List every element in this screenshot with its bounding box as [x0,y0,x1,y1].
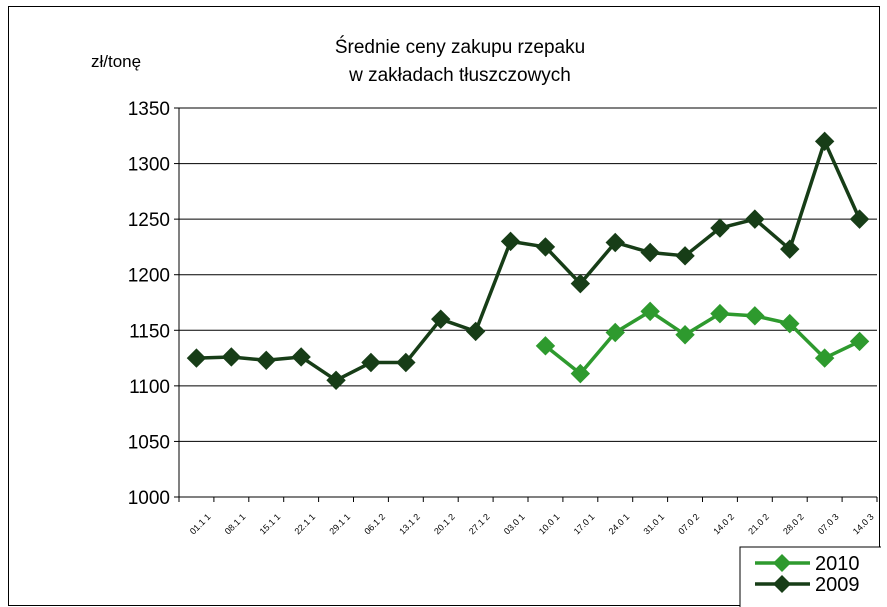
legend-box [739,546,881,607]
gridlines [179,107,877,442]
y-tick-label: 1100 [129,377,170,398]
y-tick-label: 1150 [129,321,170,342]
y-axis-unit-label: zł/tonę [91,52,141,71]
series-line-2009 [196,139,862,383]
series-line-2010 [544,309,861,376]
axes [174,107,878,502]
x-tick-label: 14.0 3 [851,512,876,537]
data-point-2010 [745,306,765,326]
x-tick-label: 27.1 2 [467,512,492,537]
data-point-2009 [221,347,242,367]
x-tick-label: 17.0 1 [572,512,597,537]
line-chart: Średnie ceny zakupu rzepaku w zakładach … [91,36,881,607]
y-tick-label: 1300 [128,155,170,176]
data-point-2010 [675,325,695,345]
data-point-2009 [570,273,591,294]
series-lines [186,131,870,391]
x-tick-label: 14.0 2 [711,512,736,537]
data-point-2010 [814,348,835,368]
y-tick-label: 1250 [128,210,170,231]
data-point-2010 [570,363,591,384]
data-point-2010 [605,322,625,343]
data-point-2009 [780,239,800,259]
legend-label-2009: 2009 [815,574,860,596]
data-point-2009 [326,370,346,391]
chart-title-line-1: Średnie ceny zakupu rzepaku [335,36,585,58]
x-tick-label: 15.1 1 [258,512,283,537]
x-tick-label: 29.1 1 [327,512,352,537]
y-tick-label: 1200 [128,266,170,287]
data-point-2009 [186,348,207,368]
data-point-2009 [814,131,835,152]
x-tick-label: 07.0 3 [816,512,841,537]
data-point-2009 [291,347,311,367]
data-point-2009 [361,352,381,373]
legend-label-2010: 2010 [815,553,860,575]
legend-marker-2010 [773,554,791,572]
data-point-2010 [780,313,800,334]
y-tick-labels: 1000 1050 1100 1150 1200 1250 1300 1350 [128,99,170,509]
data-point-2009 [500,231,521,252]
chart-title-line-2: w zakładach tłuszczowych [348,65,571,86]
x-tick-label: 06.1 2 [362,512,387,537]
data-point-2009 [535,237,556,257]
data-point-2010 [640,301,660,322]
y-tick-label: 1050 [128,432,170,453]
x-tick-label: 21.0 2 [746,512,771,537]
y-tick-label: 1000 [128,488,170,509]
x-tick-label: 13.1 2 [397,512,422,537]
y-tick-label: 1350 [128,99,170,120]
data-point-2009 [849,209,870,229]
x-tick-label: 01.1 1 [188,512,213,537]
x-tick-label: 24.0 1 [607,512,632,537]
data-point-2010 [535,336,556,356]
x-tick-label: 10.0 1 [537,512,562,537]
x-tick-label: 08.1 1 [223,512,248,537]
data-point-2010 [710,303,730,324]
data-point-2009 [256,350,276,371]
data-point-2009 [605,232,625,253]
x-tick-label: 20.1 2 [432,512,457,537]
chart-frame: Średnie ceny zakupu rzepaku w zakładach … [8,6,881,607]
data-point-2009 [640,242,660,263]
x-tick-label: 07.0 2 [676,512,701,537]
data-point-2009 [710,218,730,238]
data-point-2009 [465,321,486,342]
x-tick-label: 31.0 1 [641,512,666,537]
data-point-2009 [675,246,695,266]
x-tick-label: 22.1 1 [292,512,317,537]
data-point-2010 [849,331,870,352]
x-tick-labels: 01.1 1 08.1 1 15.1 1 22.1 1 29.1 1 06.1 2 13.1… [188,512,876,537]
data-point-2009 [745,209,765,229]
x-tick-label: 28.0 2 [781,512,806,537]
legend-marker-2009 [773,575,791,593]
x-tick-label: 03.0 1 [502,512,527,537]
data-point-2009 [431,309,451,329]
data-point-2009 [396,352,416,373]
